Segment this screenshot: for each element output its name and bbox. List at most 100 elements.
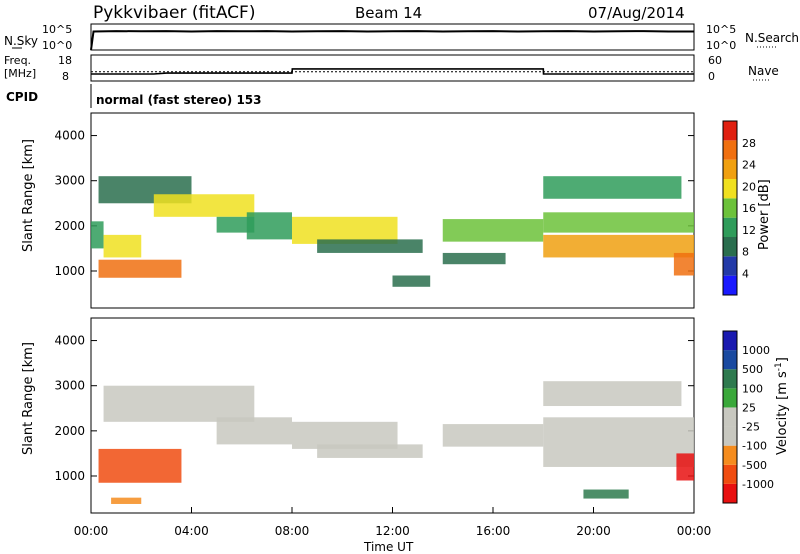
x-tick-label: 12:00 <box>375 524 410 538</box>
cpid-label: CPID <box>6 90 38 104</box>
velocity-ylabel: Slant Range [km] <box>21 342 36 455</box>
velocity-scatter-band <box>676 453 694 481</box>
power-ytick-label: 1000 <box>54 264 85 278</box>
nsky-series-line <box>90 30 694 51</box>
nave-tick-bottom: 0 <box>708 70 715 83</box>
velocity-panel: Slant Range [km] 4000 3000 2000 1000 00:00 0… <box>21 317 712 554</box>
velocity-colorbar: 1000 500 100 25 -25 -100 -500 -1000 Velocity [m… <box>722 330 790 504</box>
freq-tick-top: 18 <box>58 54 72 67</box>
velocity-scatter-band <box>111 497 142 504</box>
velocity-colorbar-tick: 25 <box>742 401 756 414</box>
power-scatter-band <box>153 194 255 217</box>
velocity-scatter-band <box>543 417 694 467</box>
power-scatter-band <box>442 219 544 242</box>
x-tick-label: 04:00 <box>174 524 209 538</box>
power-frame <box>90 112 695 309</box>
velocity-colorbar-segment <box>723 426 737 446</box>
power-colorbar-segment <box>723 198 737 218</box>
power-scatter-band <box>246 212 292 240</box>
noise-left-tick-bottom: 10^0 <box>42 39 72 52</box>
power-colorbar-tick: 24 <box>742 159 756 172</box>
power-colorbar-segment <box>723 237 737 257</box>
velocity-ytick-label: 4000 <box>54 334 85 348</box>
noise-right-tick-bottom: 10^0 <box>706 39 736 52</box>
power-ylabel: Slant Range [km] <box>21 139 36 252</box>
velocity-scatter-band <box>583 489 629 499</box>
x-tick-label: 00:00 <box>677 524 712 538</box>
velocity-colorbar-segment <box>723 350 737 370</box>
power-colorbar-segment <box>723 140 737 160</box>
nsearch-label: N.Search <box>745 31 799 45</box>
power-colorbar-segment <box>723 179 737 199</box>
velocity-colorbar-segment <box>723 445 737 465</box>
velocity-colorbar-segment <box>723 331 737 351</box>
power-scatter-band <box>673 252 694 276</box>
power-colorbar-title: Power [dB] <box>757 179 772 250</box>
power-scatter-band <box>317 239 423 253</box>
power-colorbar-segment <box>723 256 737 276</box>
frequency-panel: Freq. [MHz] 18 8 60 0 Nave <box>4 54 779 83</box>
power-scatter-band <box>543 212 694 233</box>
power-scatter-band <box>392 275 431 287</box>
power-scatter-band <box>543 176 682 199</box>
nsky-label: N.Sky <box>4 34 38 48</box>
velocity-colorbar-tick: 1000 <box>742 344 770 357</box>
power-colorbar-segment <box>723 159 737 179</box>
power-panel: Slant Range [km] 4000 3000 2000 1000 <box>21 112 695 309</box>
power-scatter-band <box>98 259 182 278</box>
power-scatter-band <box>543 234 694 258</box>
power-ytick-label: 2000 <box>54 219 85 233</box>
power-scatter-band <box>216 216 255 233</box>
power-colorbar-tick: 16 <box>742 202 756 215</box>
power-colorbar-tick: 4 <box>742 267 749 280</box>
power-scatter-band <box>442 252 506 265</box>
power-colorbar-segment <box>723 121 737 141</box>
power-colorbar: 28 24 20 16 12 8 4 Power [dB] <box>722 120 772 296</box>
noise-right-tick-top: 10^5 <box>706 23 736 36</box>
power-scatter-band <box>91 221 104 249</box>
freq-frame <box>90 54 695 82</box>
velocity-scatter-band <box>98 448 182 483</box>
freq-unit-label: [MHz] <box>4 67 36 80</box>
velocity-colorbar-segment <box>723 464 737 484</box>
beam-label: Beam 14 <box>355 4 422 22</box>
velocity-colorbar-tick: 100 <box>742 382 763 395</box>
power-colorbar-tick: 8 <box>742 246 749 259</box>
velocity-colorbar-segment <box>723 483 737 503</box>
velocity-colorbar-tick: -500 <box>742 459 767 472</box>
velocity-scatter-band <box>543 381 682 407</box>
velocity-scatter-band <box>103 385 255 422</box>
velocity-ytick-label: 3000 <box>54 379 85 393</box>
freq-tick-bottom: 8 <box>62 70 69 83</box>
velocity-colorbar-tick: -100 <box>742 440 767 453</box>
velocity-colorbar-segment <box>723 407 737 427</box>
velocity-colorbar-segment <box>723 369 737 389</box>
x-tick-label: 20:00 <box>576 524 611 538</box>
nave-label: Nave <box>748 64 779 78</box>
power-colorbar-tick: 20 <box>742 180 756 193</box>
velocity-ytick-label: 2000 <box>54 424 85 438</box>
station-title: Pykkvibaer (fitACF) <box>93 3 255 23</box>
velocity-scatter-band <box>216 417 292 445</box>
x-axis-label: Time UT <box>363 540 414 554</box>
power-ytick-label: 3000 <box>54 174 85 188</box>
date-label: 07/Aug/2014 <box>588 4 685 22</box>
power-ytick-label: 4000 <box>54 129 85 143</box>
velocity-scatter-band <box>317 444 423 458</box>
velocity-colorbar-title: Velocity [m s-1] <box>774 357 790 455</box>
power-colorbar-frame <box>722 120 738 296</box>
x-tick-label: 08:00 <box>275 524 310 538</box>
velocity-colorbar-segment <box>723 388 737 408</box>
velocity-colorbar-tick: -25 <box>742 421 760 434</box>
x-tick-label: 00:00 <box>74 524 109 538</box>
freq-label: Freq. <box>4 54 31 67</box>
velocity-colorbar-frame <box>722 330 738 504</box>
velocity-colorbar-tick: -1000 <box>742 478 774 491</box>
noise-left-tick-top: 10^5 <box>42 23 72 36</box>
power-colorbar-segment <box>723 217 737 237</box>
power-colorbar-segment <box>723 275 737 295</box>
x-tick-label: 16:00 <box>476 524 511 538</box>
noise-panel: N.Sky 10^5 10^0 10^5 10^0 N.Search <box>4 23 799 52</box>
velocity-ytick-label: 1000 <box>54 469 85 483</box>
